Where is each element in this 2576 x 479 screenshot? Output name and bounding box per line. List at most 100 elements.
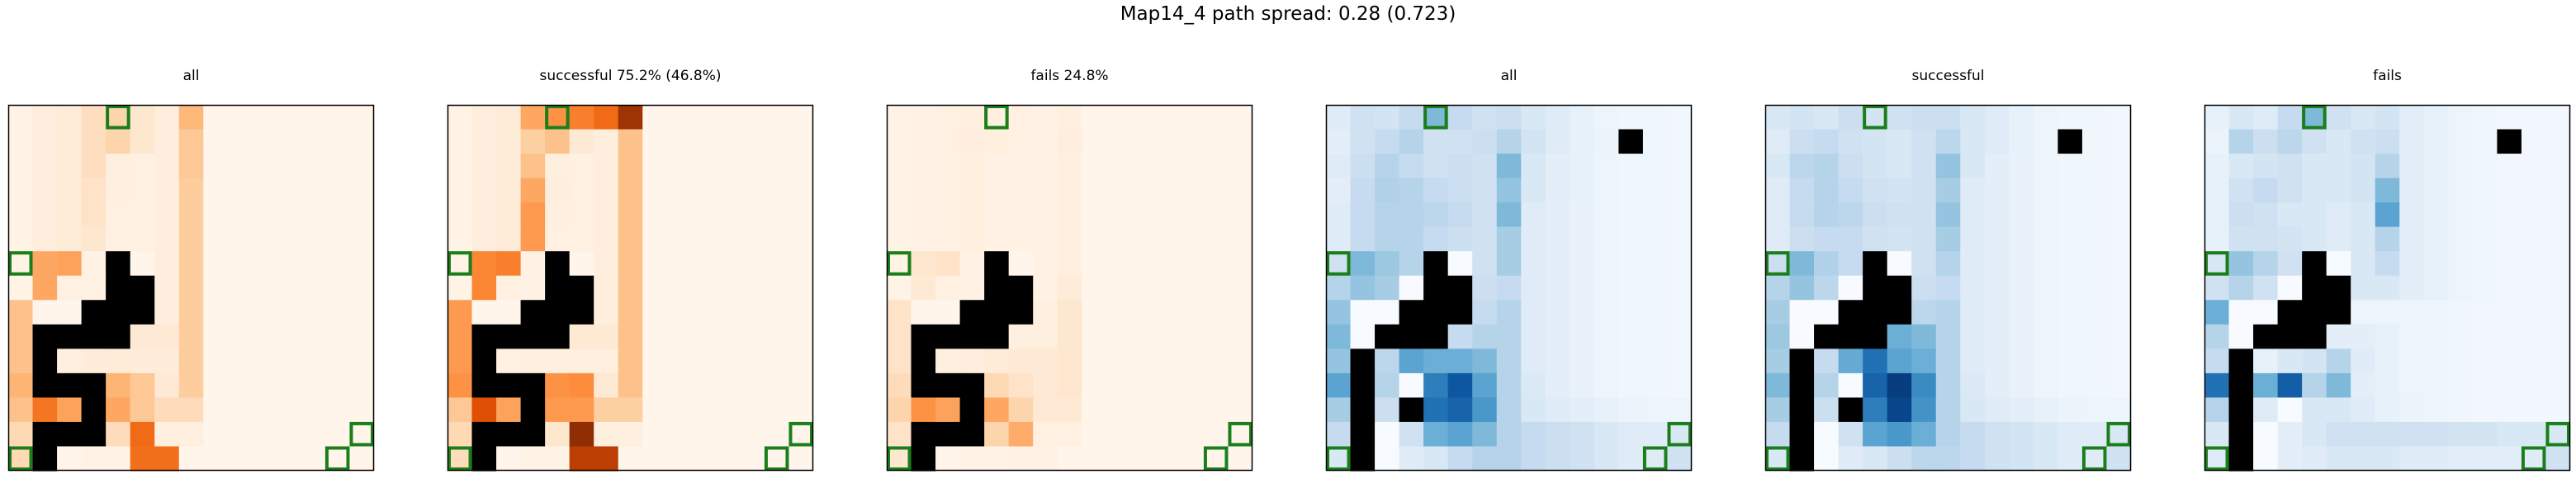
heat-cell <box>1765 446 1791 472</box>
heat-cell <box>1399 226 1424 252</box>
heat-cell <box>1154 421 1180 448</box>
heat-cell <box>1838 202 1863 228</box>
heat-cell <box>447 202 473 228</box>
heat-cell <box>618 251 643 277</box>
heat-cell <box>1057 154 1082 179</box>
obstacle-cell <box>2057 129 2083 154</box>
heat-cell <box>252 202 277 228</box>
heat-cell <box>1545 349 1570 374</box>
goal-marker <box>1765 251 1790 276</box>
heat-cell <box>569 202 594 228</box>
heat-cell <box>569 421 594 448</box>
heat-cell <box>1472 202 1498 228</box>
heat-cell <box>2253 105 2279 130</box>
heat-cell <box>691 251 717 277</box>
panel-title-0: all <box>182 68 200 84</box>
obstacle-cell <box>1863 300 1888 325</box>
obstacle-cell <box>32 421 58 448</box>
heat-cell <box>2497 372 2522 398</box>
heat-cell <box>496 129 522 154</box>
heat-cell <box>130 324 155 349</box>
heat-cell <box>154 397 180 423</box>
heat-cell <box>764 275 790 301</box>
heat-cell <box>154 372 180 398</box>
heat-cell <box>1911 300 1937 325</box>
heat-cell <box>1203 251 1229 277</box>
heat-cell <box>1008 349 1034 374</box>
heat-cell <box>1887 372 1912 398</box>
heat-cell <box>1447 129 1473 154</box>
heat-cell <box>2326 446 2351 472</box>
heat-cell <box>1179 397 1205 423</box>
heat-cell <box>154 202 180 228</box>
heat-cell <box>1935 372 1961 398</box>
heat-cell <box>1472 226 1498 252</box>
heat-cell <box>1447 446 1473 472</box>
heat-cell <box>324 349 351 374</box>
heat-cell <box>1789 178 1815 203</box>
heat-cell <box>1984 251 2010 277</box>
heat-cell <box>2472 251 2498 277</box>
heat-cell <box>1814 275 1840 301</box>
heat-cell <box>2399 421 2425 448</box>
heat-cell <box>1130 178 1156 203</box>
heat-cell <box>764 226 790 252</box>
heat-cell <box>2277 421 2303 448</box>
heat-cell <box>2375 129 2400 154</box>
heat-cell <box>691 129 717 154</box>
heat-cell <box>130 154 155 179</box>
heat-cell <box>2253 178 2279 203</box>
heat-cell <box>1033 105 1058 130</box>
heat-cell <box>1472 349 1498 374</box>
heat-cell <box>666 251 692 277</box>
heat-cell <box>154 129 180 154</box>
heat-cell <box>178 421 204 448</box>
heat-cell <box>1570 421 1595 448</box>
obstacle-cell <box>911 372 936 398</box>
heat-cell <box>935 446 961 472</box>
heat-cell <box>349 372 375 398</box>
heat-cell <box>887 226 912 252</box>
heat-cell <box>1228 349 1253 374</box>
obstacle-cell <box>2302 275 2327 301</box>
heat-cell <box>2081 421 2108 448</box>
heat-cell <box>2521 446 2547 472</box>
obstacle-cell <box>1789 397 1815 423</box>
heat-cell <box>1326 421 1352 448</box>
heat-cell <box>715 154 741 179</box>
heat-cell <box>252 446 277 472</box>
heatmap-5 <box>2204 104 2571 472</box>
heat-cell <box>471 226 497 252</box>
heat-cell <box>788 397 814 423</box>
heat-cell <box>887 421 912 448</box>
heat-cell <box>2351 372 2376 398</box>
heat-cell <box>618 397 643 423</box>
obstacle-cell <box>520 397 546 423</box>
heat-cell <box>2448 251 2474 277</box>
obstacle-cell <box>471 372 497 398</box>
heat-cell <box>2448 421 2474 448</box>
heat-cell <box>1593 154 1619 179</box>
obstacle-cell <box>1350 397 1376 423</box>
heat-cell <box>2204 275 2230 301</box>
heat-cell <box>2302 154 2327 179</box>
heat-cell <box>8 300 34 325</box>
heat-cell <box>471 178 497 203</box>
heat-cell <box>1667 372 1693 398</box>
heat-cell <box>1082 226 1107 252</box>
heat-cell <box>1667 105 1693 130</box>
heat-cell <box>1228 275 1253 301</box>
heat-cell <box>1399 372 1424 398</box>
heat-cell <box>2545 251 2571 277</box>
heat-cell <box>1130 397 1156 423</box>
heat-cell <box>642 421 668 448</box>
heat-cell <box>545 446 571 472</box>
goal-marker <box>2302 105 2327 130</box>
heat-cell <box>1179 300 1205 325</box>
heat-cell <box>2057 154 2083 179</box>
heat-cell <box>1521 178 1546 203</box>
obstacle-cell <box>1863 251 1888 277</box>
heat-cell <box>1447 349 1473 374</box>
heat-cell <box>1545 154 1570 179</box>
heat-cell <box>1033 421 1058 448</box>
